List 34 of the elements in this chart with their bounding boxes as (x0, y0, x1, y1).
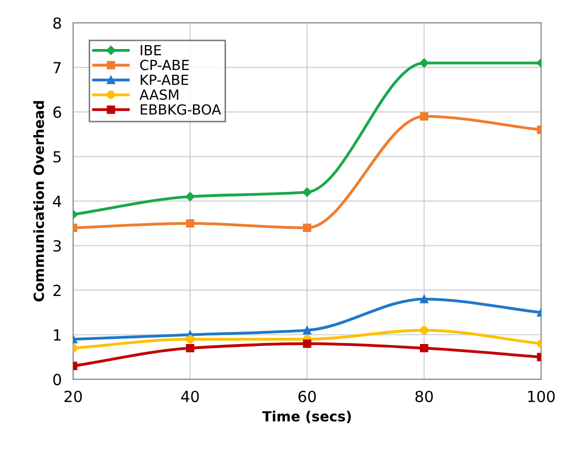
y-tick-label: 1 (54, 329, 61, 341)
y-tick-label: 5 (53, 151, 61, 163)
point (420, 344, 428, 352)
x-tick-label: 80 (415, 390, 433, 402)
y-tick-label: 7 (54, 62, 61, 74)
point (420, 294, 428, 304)
point (420, 326, 428, 334)
y-tick-label: 8 (53, 17, 61, 29)
point (186, 219, 194, 228)
point (302, 326, 312, 334)
y-axis-title: Communication Overhead (33, 101, 44, 302)
legend-label: EBBKG-BOA (140, 104, 221, 115)
point (302, 188, 312, 197)
y-tick-label: 2 (53, 284, 60, 296)
point (186, 335, 194, 344)
legend-label: AASM (140, 89, 178, 100)
legend-label: KP-ABE (140, 74, 188, 85)
point (302, 224, 312, 232)
y-tick-label: 4 (53, 196, 62, 207)
x-tick-label: 20 (64, 390, 82, 402)
point (420, 112, 428, 121)
x-axis-title: Time (secs) (262, 410, 351, 424)
legend-label: IBE (140, 45, 161, 56)
y-tick-label: 3 (53, 240, 61, 252)
point (302, 339, 312, 348)
point (186, 344, 194, 352)
point (420, 58, 429, 68)
y-tick-label: 0 (53, 374, 61, 386)
legend-label: CP-ABE (140, 60, 189, 70)
point (186, 192, 195, 202)
x-tick-label: 100 (528, 390, 555, 402)
x-tick-label: 40 (181, 390, 199, 402)
x-tick-label: 60 (298, 390, 316, 402)
y-tick-label: 6 (53, 106, 62, 118)
